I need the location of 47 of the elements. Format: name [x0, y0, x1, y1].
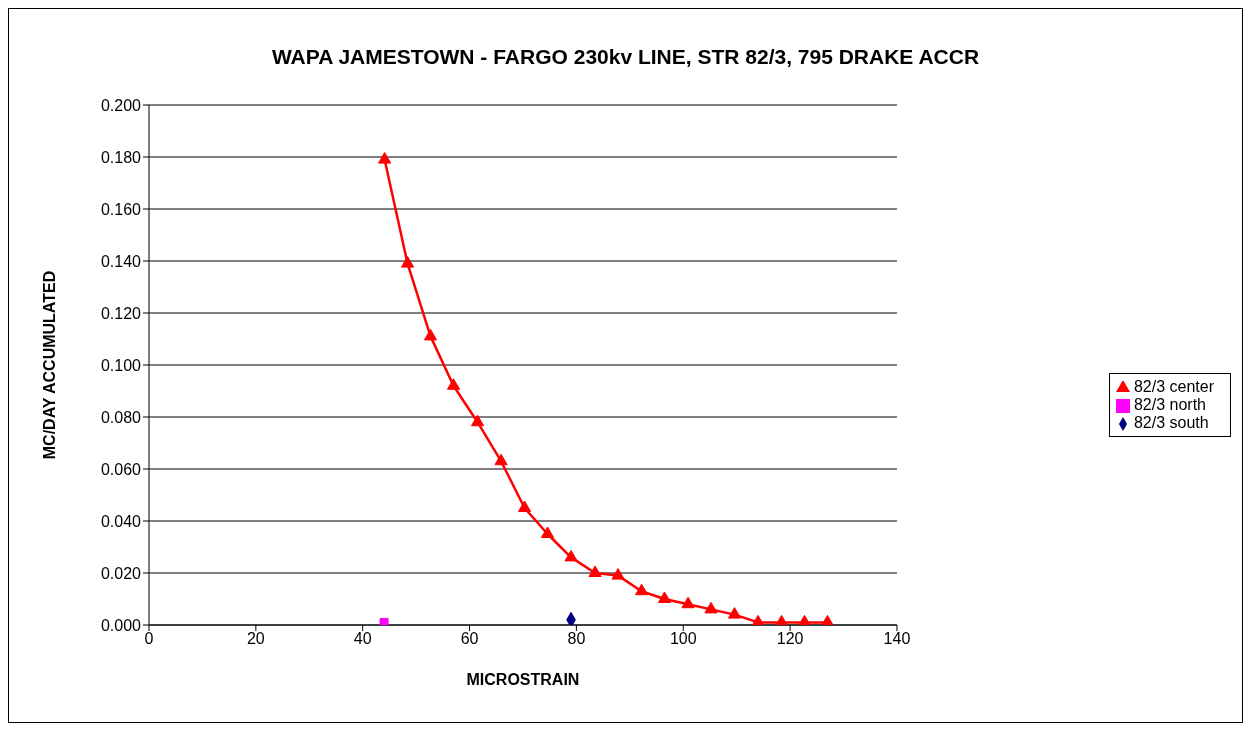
point — [774, 614, 789, 625]
point — [400, 256, 415, 268]
point — [611, 568, 625, 580]
y-tick-label: 0.000 — [100, 616, 142, 634]
x-tick-label: 120 — [776, 630, 804, 648]
x-tick-label: 0 — [144, 630, 154, 648]
point — [566, 611, 576, 625]
legend-label: 82/3 north — [1133, 396, 1206, 413]
y-tick-label: 0.080 — [100, 408, 142, 426]
x-axis-title: MICROSTRAIN — [466, 671, 580, 688]
point — [423, 328, 438, 341]
x-tick-label: 100 — [669, 630, 697, 648]
point — [446, 378, 461, 390]
y-tick-label: 0.200 — [100, 96, 142, 114]
y-axis-title: MC/DAY ACCUMULATED — [40, 270, 58, 460]
y-tick-label: 0.100 — [100, 356, 142, 374]
y-tick-label: 0.140 — [100, 252, 142, 270]
x-tick-label: 140 — [883, 630, 911, 648]
legend-label: 82/3 south — [1133, 414, 1209, 431]
point — [517, 500, 532, 513]
point — [657, 591, 672, 604]
point — [751, 614, 765, 625]
point — [540, 526, 555, 539]
y-tick-label: 0.020 — [100, 564, 142, 582]
x-tick-label: 60 — [460, 630, 479, 648]
x-tick-label: 20 — [246, 630, 265, 648]
chart-title: WAPA JAMESTOWN - FARGO 230kv LINE, STR 82/3, 795 DRAKE ACCR — [270, 45, 981, 70]
point — [704, 601, 718, 614]
point — [588, 565, 602, 578]
legend-label: 82/3 center — [1133, 378, 1214, 395]
y-tick-label: 0.060 — [100, 460, 142, 478]
point — [564, 549, 578, 562]
y-tick-label: 0.180 — [100, 148, 142, 166]
y-tick-label: 0.040 — [100, 512, 142, 530]
point — [470, 414, 485, 427]
point — [820, 614, 835, 625]
y-tick-label: 0.160 — [100, 200, 142, 218]
point — [634, 583, 649, 596]
x-tick-label: 80 — [567, 630, 586, 648]
point — [378, 152, 392, 164]
point — [494, 453, 508, 466]
point — [681, 596, 695, 609]
y-tick-label: 0.120 — [100, 304, 142, 322]
x-tick-label: 40 — [353, 630, 372, 648]
point — [379, 617, 389, 625]
point — [797, 614, 812, 625]
point — [727, 607, 742, 619]
